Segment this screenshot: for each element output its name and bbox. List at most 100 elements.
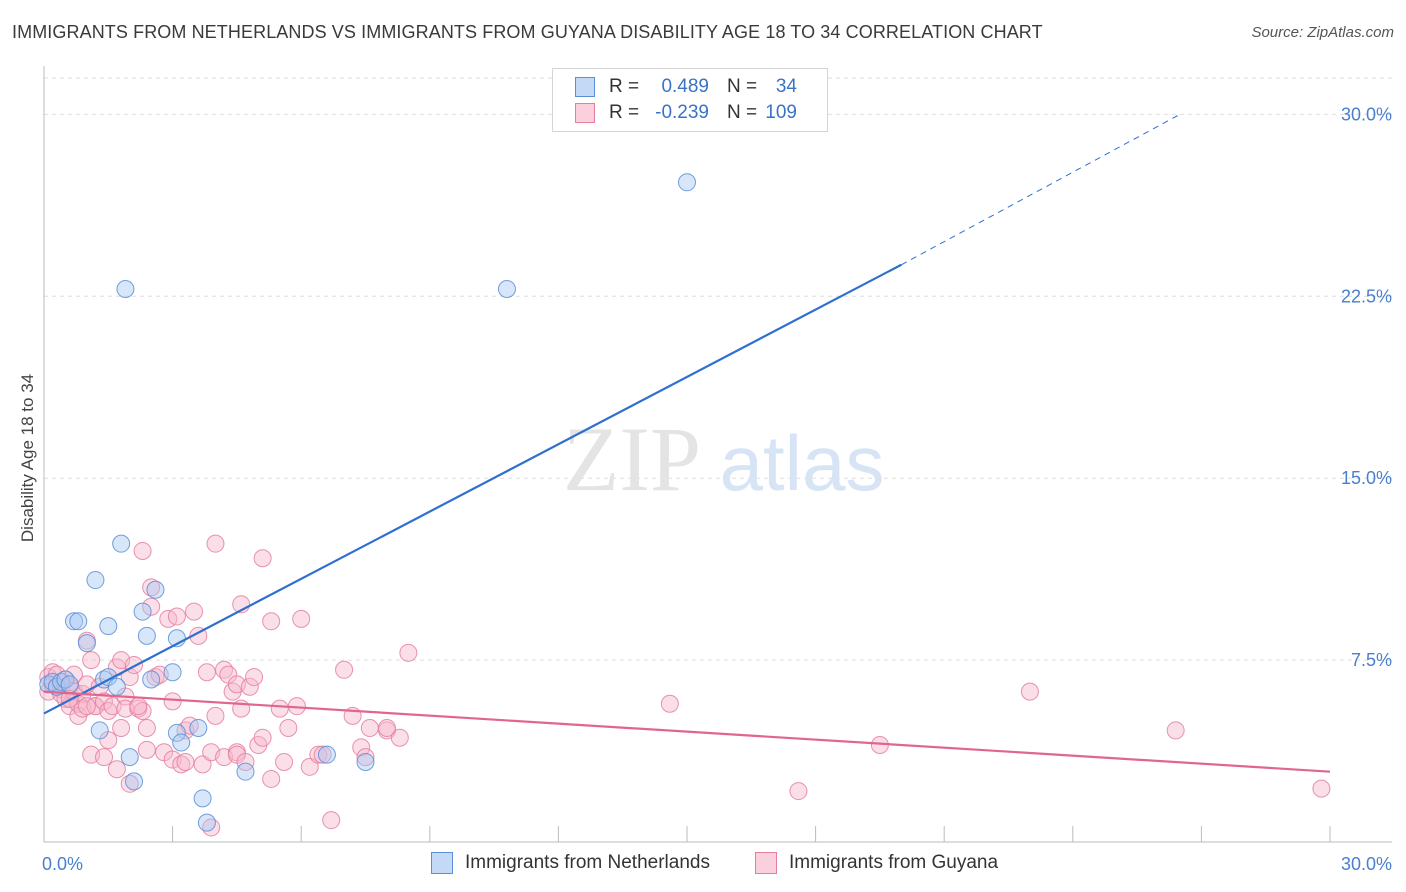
guyana-point — [390, 728, 409, 747]
guyana-point — [1020, 682, 1039, 701]
axes — [43, 66, 1392, 843]
netherlands-point — [60, 675, 79, 694]
guyana-point — [322, 811, 341, 830]
watermark-atlas: atlas — [720, 419, 885, 507]
netherlands-point — [65, 612, 84, 631]
watermark: ZIP atlas — [563, 408, 884, 510]
guyana-points — [39, 534, 1331, 837]
guyana-point — [206, 706, 225, 725]
netherlands-point — [497, 280, 516, 299]
netherlands-point — [163, 663, 182, 682]
netherlands-point — [90, 721, 109, 740]
netherlands-point — [197, 813, 216, 832]
guyana-point — [125, 655, 144, 674]
guyana-point — [275, 752, 294, 771]
netherlands-point — [120, 748, 139, 767]
x-tick-label: 30.0% — [1341, 854, 1392, 874]
legend-r-label: R = — [609, 102, 640, 123]
series-name-guyana: Immigrants from Guyana — [789, 852, 999, 873]
y-tick-label: 30.0% — [1341, 104, 1392, 124]
grid-lines — [44, 77, 1392, 661]
legend-r-value: 0.489 — [661, 76, 709, 97]
guyana-point — [137, 740, 156, 759]
guyana-point — [137, 719, 156, 738]
guyana-point — [206, 534, 225, 553]
trend-lines — [43, 113, 1331, 773]
guyana-point — [313, 745, 332, 764]
guyana-point — [245, 668, 264, 687]
guyana-point — [292, 609, 311, 628]
legend-r-label: R = — [609, 76, 640, 97]
guyana-point — [1166, 721, 1185, 740]
guyana-point — [185, 602, 204, 621]
series-legend: Immigrants from Netherlands Immigrants f… — [0, 852, 1406, 878]
legend-n-label: N = — [727, 76, 758, 97]
netherlands-point — [116, 280, 135, 299]
guyana-point — [279, 719, 298, 738]
source-label: Source: ZipAtlas.com — [1251, 24, 1394, 41]
netherlands-point — [236, 762, 255, 781]
netherlands-point — [69, 612, 88, 631]
legend-swatch-blue — [575, 77, 595, 97]
legend-swatch-pink — [575, 103, 595, 123]
guyana-point — [82, 651, 101, 670]
guyana-point — [270, 699, 289, 718]
netherlands-point — [356, 752, 375, 771]
netherlands-point — [77, 634, 96, 653]
series-legend-netherlands: Immigrants from Netherlands — [431, 852, 710, 874]
guyana-point — [236, 752, 255, 771]
legend-n-value: 34 — [775, 76, 797, 97]
tick-labels: 7.5% 15.0% 22.5% 30.0% 0.0% 30.0% — [42, 104, 1392, 874]
guyana-point — [95, 692, 114, 711]
netherlands-point — [133, 602, 152, 621]
guyana-point — [107, 760, 126, 779]
guyana-trend-line — [43, 690, 1331, 773]
netherlands-point — [172, 733, 191, 752]
series-swatch-blue — [431, 852, 453, 874]
guyana-point — [335, 660, 354, 679]
netherlands-point — [146, 580, 165, 599]
legend-r-value: -0.239 — [655, 102, 709, 123]
guyana-point — [399, 643, 418, 662]
guyana-point — [167, 607, 186, 626]
guyana-point — [253, 728, 272, 747]
guyana-point — [352, 738, 371, 757]
series-name-netherlands: Immigrants from Netherlands — [465, 852, 710, 873]
watermark-zip: ZIP — [563, 408, 701, 510]
netherlands-trend-line — [43, 263, 902, 715]
series-swatch-pink — [755, 852, 777, 874]
guyana-point — [262, 769, 281, 788]
guyana-point — [95, 748, 114, 767]
guyana-point — [360, 719, 379, 738]
legend-n-label: N = — [727, 102, 758, 123]
netherlands-point — [86, 571, 105, 590]
netherlands-point — [99, 617, 118, 636]
netherlands-point — [189, 719, 208, 738]
legend-row-netherlands: R = 0.489 N = 34 — [575, 74, 797, 100]
guyana-point — [262, 612, 281, 631]
netherlands-point — [167, 723, 186, 742]
guyana-point — [133, 541, 152, 560]
series-legend-guyana: Immigrants from Guyana — [755, 852, 998, 874]
guyana-point — [129, 697, 148, 716]
guyana-point — [377, 719, 396, 738]
netherlands-trend-extension — [901, 113, 1181, 266]
legend-n-value: 109 — [765, 102, 797, 123]
netherlands-points — [39, 173, 696, 832]
guyana-point — [112, 719, 131, 738]
guyana-point — [1312, 779, 1331, 798]
guyana-point — [660, 694, 679, 713]
netherlands-point — [317, 745, 336, 764]
netherlands-point — [107, 677, 126, 696]
netherlands-point — [125, 772, 144, 791]
y-tick-label: 22.5% — [1341, 286, 1392, 306]
correlation-legend: R = 0.489 N = 34 R = -0.239 N = 109 — [552, 68, 828, 132]
guyana-point — [176, 752, 195, 771]
netherlands-point — [137, 626, 156, 645]
chart-title: IMMIGRANTS FROM NETHERLANDS VS IMMIGRANT… — [12, 22, 1043, 42]
guyana-point — [77, 697, 96, 716]
netherlands-point — [142, 670, 161, 689]
guyana-point — [197, 663, 216, 682]
guyana-point — [142, 597, 161, 616]
